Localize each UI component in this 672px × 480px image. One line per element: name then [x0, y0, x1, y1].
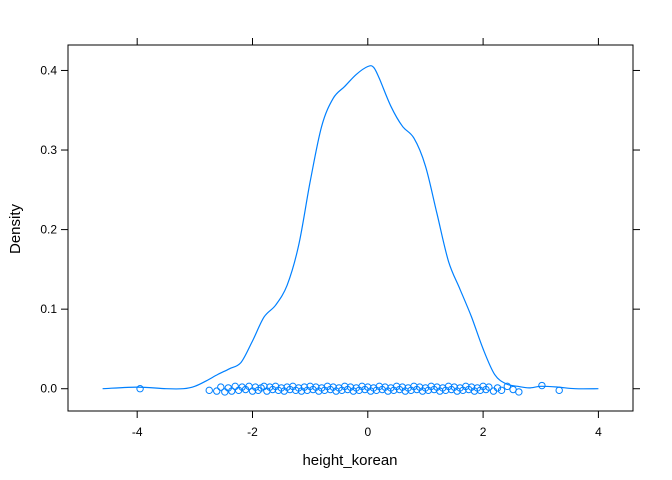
rug-point [217, 383, 225, 391]
rug-point [493, 384, 502, 392]
rug-point [221, 388, 229, 396]
rug-point [228, 387, 236, 395]
x-tick-label: -2 [247, 425, 258, 439]
x-tick-label: 4 [595, 425, 602, 439]
x-axis-title: height_korean [302, 452, 397, 469]
x-tick-label: 2 [480, 425, 487, 439]
density-curve [102, 65, 599, 390]
rug-point [231, 382, 239, 391]
rug-point [205, 386, 213, 395]
rug-point [503, 382, 512, 391]
y-tick-label: 0.1 [40, 302, 57, 316]
y-tick-label: 0.0 [40, 382, 57, 396]
rug-points [136, 381, 563, 396]
rug-point [538, 381, 546, 390]
x-tick-labels: -4 -2 0 2 4 [132, 425, 602, 439]
axis-ticks [61, 38, 640, 418]
rug-point [515, 388, 523, 396]
rug-point [213, 387, 221, 395]
rug-point [555, 386, 563, 395]
y-axis-title: Density [7, 203, 24, 254]
rug-point [497, 386, 506, 395]
x-tick-label: -4 [132, 425, 143, 439]
plot-frame [67, 44, 634, 412]
rug-point [485, 383, 493, 391]
y-tick-labels: 0.0 0.1 0.2 0.3 0.4 [40, 63, 57, 395]
x-tick-label: 0 [364, 425, 371, 439]
y-tick-label: 0.3 [40, 143, 57, 157]
y-tick-label: 0.4 [40, 63, 57, 77]
rug-point [136, 385, 144, 393]
y-tick-label: 0.2 [40, 223, 57, 237]
